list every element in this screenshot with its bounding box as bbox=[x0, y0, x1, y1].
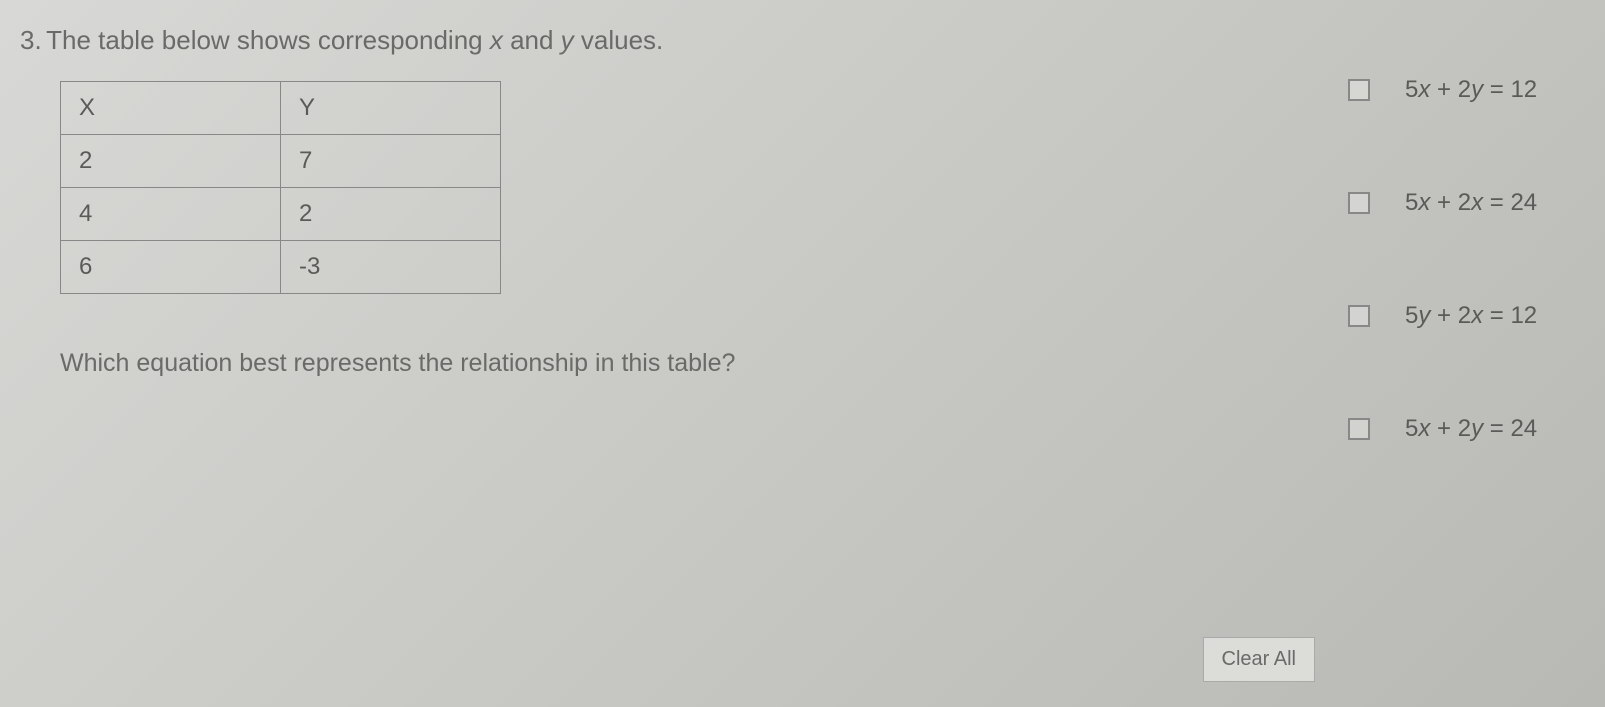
clear-all-button[interactable]: Clear All bbox=[1203, 637, 1315, 682]
option-4[interactable]: 5x + 2y = 24 bbox=[1205, 415, 1555, 443]
option-label: 5x + 2y = 24 bbox=[1405, 415, 1555, 443]
question-text: The table below shows corresponding x an… bbox=[46, 25, 663, 55]
option-label: 5x + 2x = 24 bbox=[1405, 189, 1555, 217]
table-cell: 2 bbox=[61, 135, 281, 188]
option-label: 5x + 2y = 12 bbox=[1405, 76, 1555, 104]
option-2[interactable]: 5x + 2x = 24 bbox=[1205, 189, 1555, 217]
table-cell: 7 bbox=[281, 135, 501, 188]
checkbox-icon[interactable] bbox=[1348, 305, 1370, 327]
question-number: 3. bbox=[20, 25, 42, 55]
table-row: 4 2 bbox=[61, 188, 501, 241]
table-cell: 2 bbox=[281, 188, 501, 241]
table-cell: 4 bbox=[61, 188, 281, 241]
checkbox-icon[interactable] bbox=[1348, 192, 1370, 214]
checkbox-icon[interactable] bbox=[1348, 79, 1370, 101]
sub-question: Which equation best represents the relat… bbox=[60, 349, 1205, 378]
xy-table: X Y 2 7 4 2 6 -3 bbox=[60, 81, 501, 294]
table-header-y: Y bbox=[281, 82, 501, 135]
option-label: 5y + 2x = 12 bbox=[1405, 302, 1555, 330]
option-1[interactable]: 5x + 2y = 12 bbox=[1205, 76, 1555, 104]
table-header-row: X Y bbox=[61, 82, 501, 135]
answer-options: 5x + 2y = 12 5x + 2x = 24 5y + 2x = 12 5… bbox=[1205, 76, 1585, 528]
table-row: 2 7 bbox=[61, 135, 501, 188]
question-header: 3. The table below shows corresponding x… bbox=[20, 25, 1585, 56]
checkbox-icon[interactable] bbox=[1348, 418, 1370, 440]
option-3[interactable]: 5y + 2x = 12 bbox=[1205, 302, 1555, 330]
table-cell: 6 bbox=[61, 241, 281, 294]
table-row: 6 -3 bbox=[61, 241, 501, 294]
table-cell: -3 bbox=[281, 241, 501, 294]
table-header-x: X bbox=[61, 82, 281, 135]
